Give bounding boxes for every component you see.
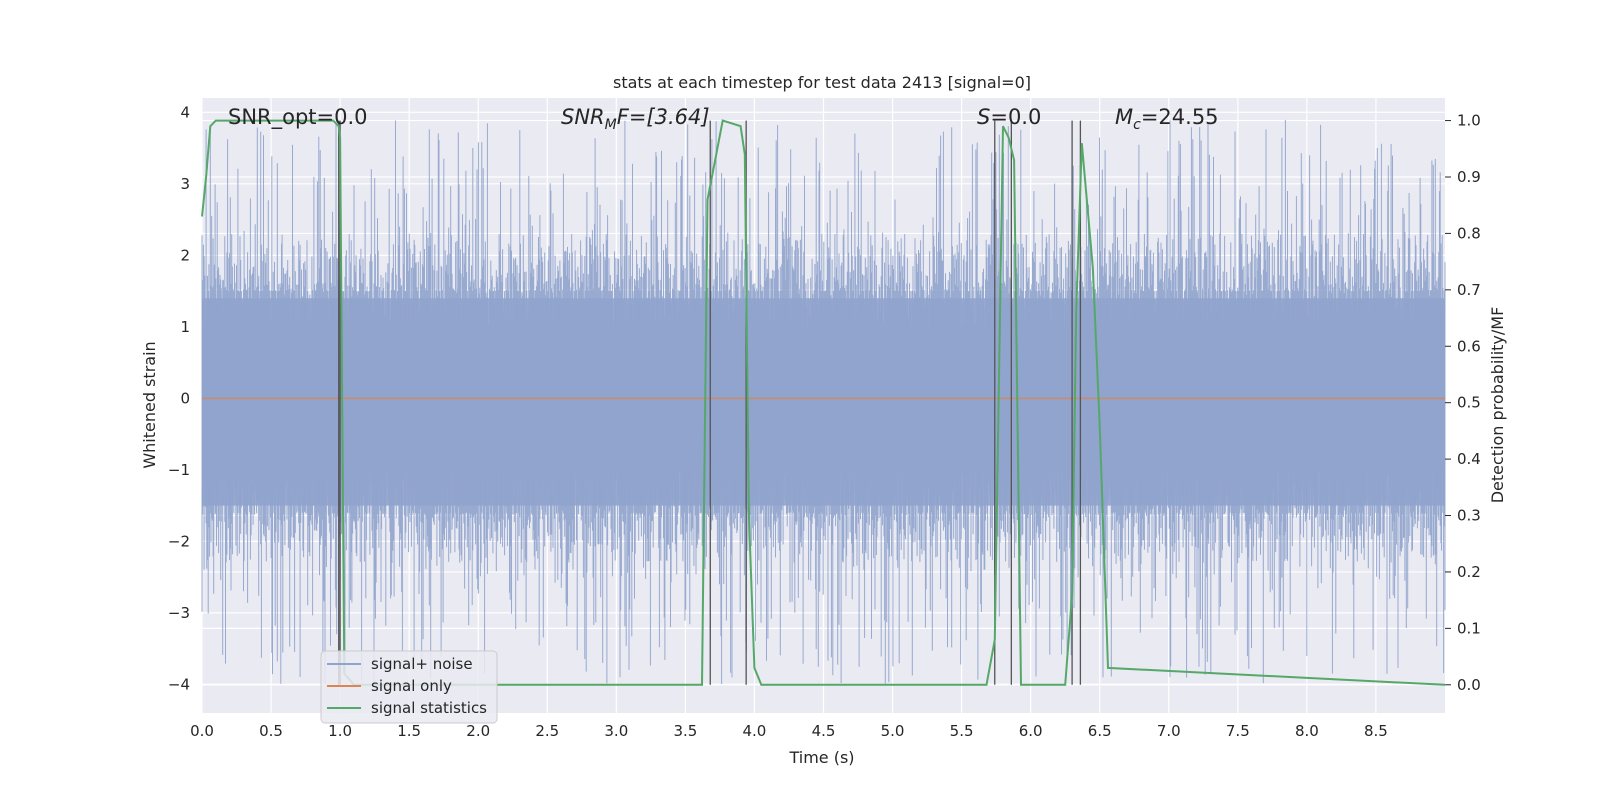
y-tick-label-left: 3 (180, 175, 190, 193)
annotation-snr-mf-main: SNR (561, 105, 605, 129)
x-tick-label: 2.5 (535, 722, 559, 740)
series-line-signal-statistics (201, 119, 1446, 686)
x-tick-label: 3.0 (604, 722, 628, 740)
annotation-s-main: S (977, 105, 990, 129)
series-signal-statistics (201, 119, 1446, 686)
y-axis-label-left: Whitened strain (140, 341, 159, 468)
x-tick-label: 3.5 (673, 722, 697, 740)
y-tick-label-right: 0.0 (1457, 676, 1481, 694)
y-tick-label-right: 0.2 (1457, 563, 1481, 581)
chart-title: stats at each timestep for test data 241… (613, 73, 1031, 92)
x-tick-label: 4.0 (743, 722, 767, 740)
y-tick-label-left: −1 (168, 461, 190, 479)
legend-box (320, 650, 498, 724)
series-band-signal-noise (202, 298, 1445, 506)
x-tick-label: 8.0 (1295, 722, 1319, 740)
annotation-snr-mf: SNRMF=[3.64] (561, 105, 710, 133)
y-axis-ticks-left: 4 3 2 1 0 −1 −2 −3 −4 (168, 103, 190, 693)
x-tick-label: 8.5 (1364, 722, 1388, 740)
x-tick-label: 4.5 (812, 722, 836, 740)
y-tick-label-right: 0.3 (1457, 507, 1481, 525)
annotation-mc: Mc=24.55 (1115, 105, 1219, 133)
legend-label-signal-only: signal only (371, 677, 452, 695)
legend: signal+ noise signal only signal statist… (320, 650, 498, 724)
annotation-mc-main: M (1115, 105, 1133, 129)
series-signal-noise (201, 119, 1446, 684)
x-tick-label: 6.5 (1088, 722, 1112, 740)
x-tick-label: 7.0 (1157, 722, 1181, 740)
y-tick-label-left: 0 (180, 389, 190, 407)
x-axis-ticks: 0.0 0.5 1.0 1.5 2.0 2.5 3.0 3.5 4.0 4.5 5.0 5.5 6.0 6… (190, 722, 1388, 740)
y-tick-label-right: 0.7 (1457, 281, 1481, 299)
y-tick-label-right: 0.5 (1457, 394, 1481, 412)
x-tick-label: 5.0 (881, 722, 905, 740)
annotation-mc-sub: c (1133, 117, 1141, 133)
y-tick-label-left: −2 (168, 532, 190, 550)
x-tick-label: 1.0 (328, 722, 352, 740)
y-tick-label-left: 1 (180, 318, 190, 336)
x-tick-label: 5.5 (950, 722, 974, 740)
y-tick-label-left: 4 (180, 103, 190, 121)
y-tick-label-right: 0.6 (1457, 337, 1481, 355)
legend-label-signal-noise: signal+ noise (371, 655, 473, 673)
x-tick-label: 0.0 (190, 722, 214, 740)
y-tick-label-left: 2 (180, 246, 190, 264)
x-tick-label: 6.0 (1019, 722, 1043, 740)
y-tick-label-left: −3 (168, 604, 190, 622)
x-axis-label: Time (s) (788, 748, 854, 767)
y-tick-label-right: 1.0 (1457, 112, 1481, 130)
annotation-s-rest: =0.0 (990, 105, 1041, 129)
annotation-mc-rest: =24.55 (1141, 105, 1219, 129)
x-tick-label: 2.0 (466, 722, 490, 740)
y-tick-label-left: −4 (168, 675, 190, 693)
x-tick-label: 7.5 (1226, 722, 1250, 740)
annotation-snr-mf-sub: M (605, 117, 617, 133)
y-axis-ticks-right: 1.0 0.9 0.8 0.7 0.6 0.5 0.4 0.3 0.2 0.1 0.0 (1445, 112, 1481, 694)
annotation-snr-mf-rest: F=[3.64] (617, 105, 710, 129)
x-tick-label: 0.5 (259, 722, 283, 740)
y-tick-label-right: 0.1 (1457, 619, 1481, 637)
y-tick-label-right: 0.9 (1457, 168, 1481, 186)
x-tick-label: 1.5 (397, 722, 421, 740)
y-axis-label-right: Detection probability/MF (1488, 307, 1507, 504)
annotation-s: S=0.0 (977, 105, 1041, 129)
legend-label-signal-statistics: signal statistics (371, 699, 487, 717)
y-tick-label-right: 0.4 (1457, 450, 1481, 468)
y-tick-label-right: 0.8 (1457, 224, 1481, 242)
annotation-snr-opt: SNR_opt=0.0 (228, 105, 368, 130)
